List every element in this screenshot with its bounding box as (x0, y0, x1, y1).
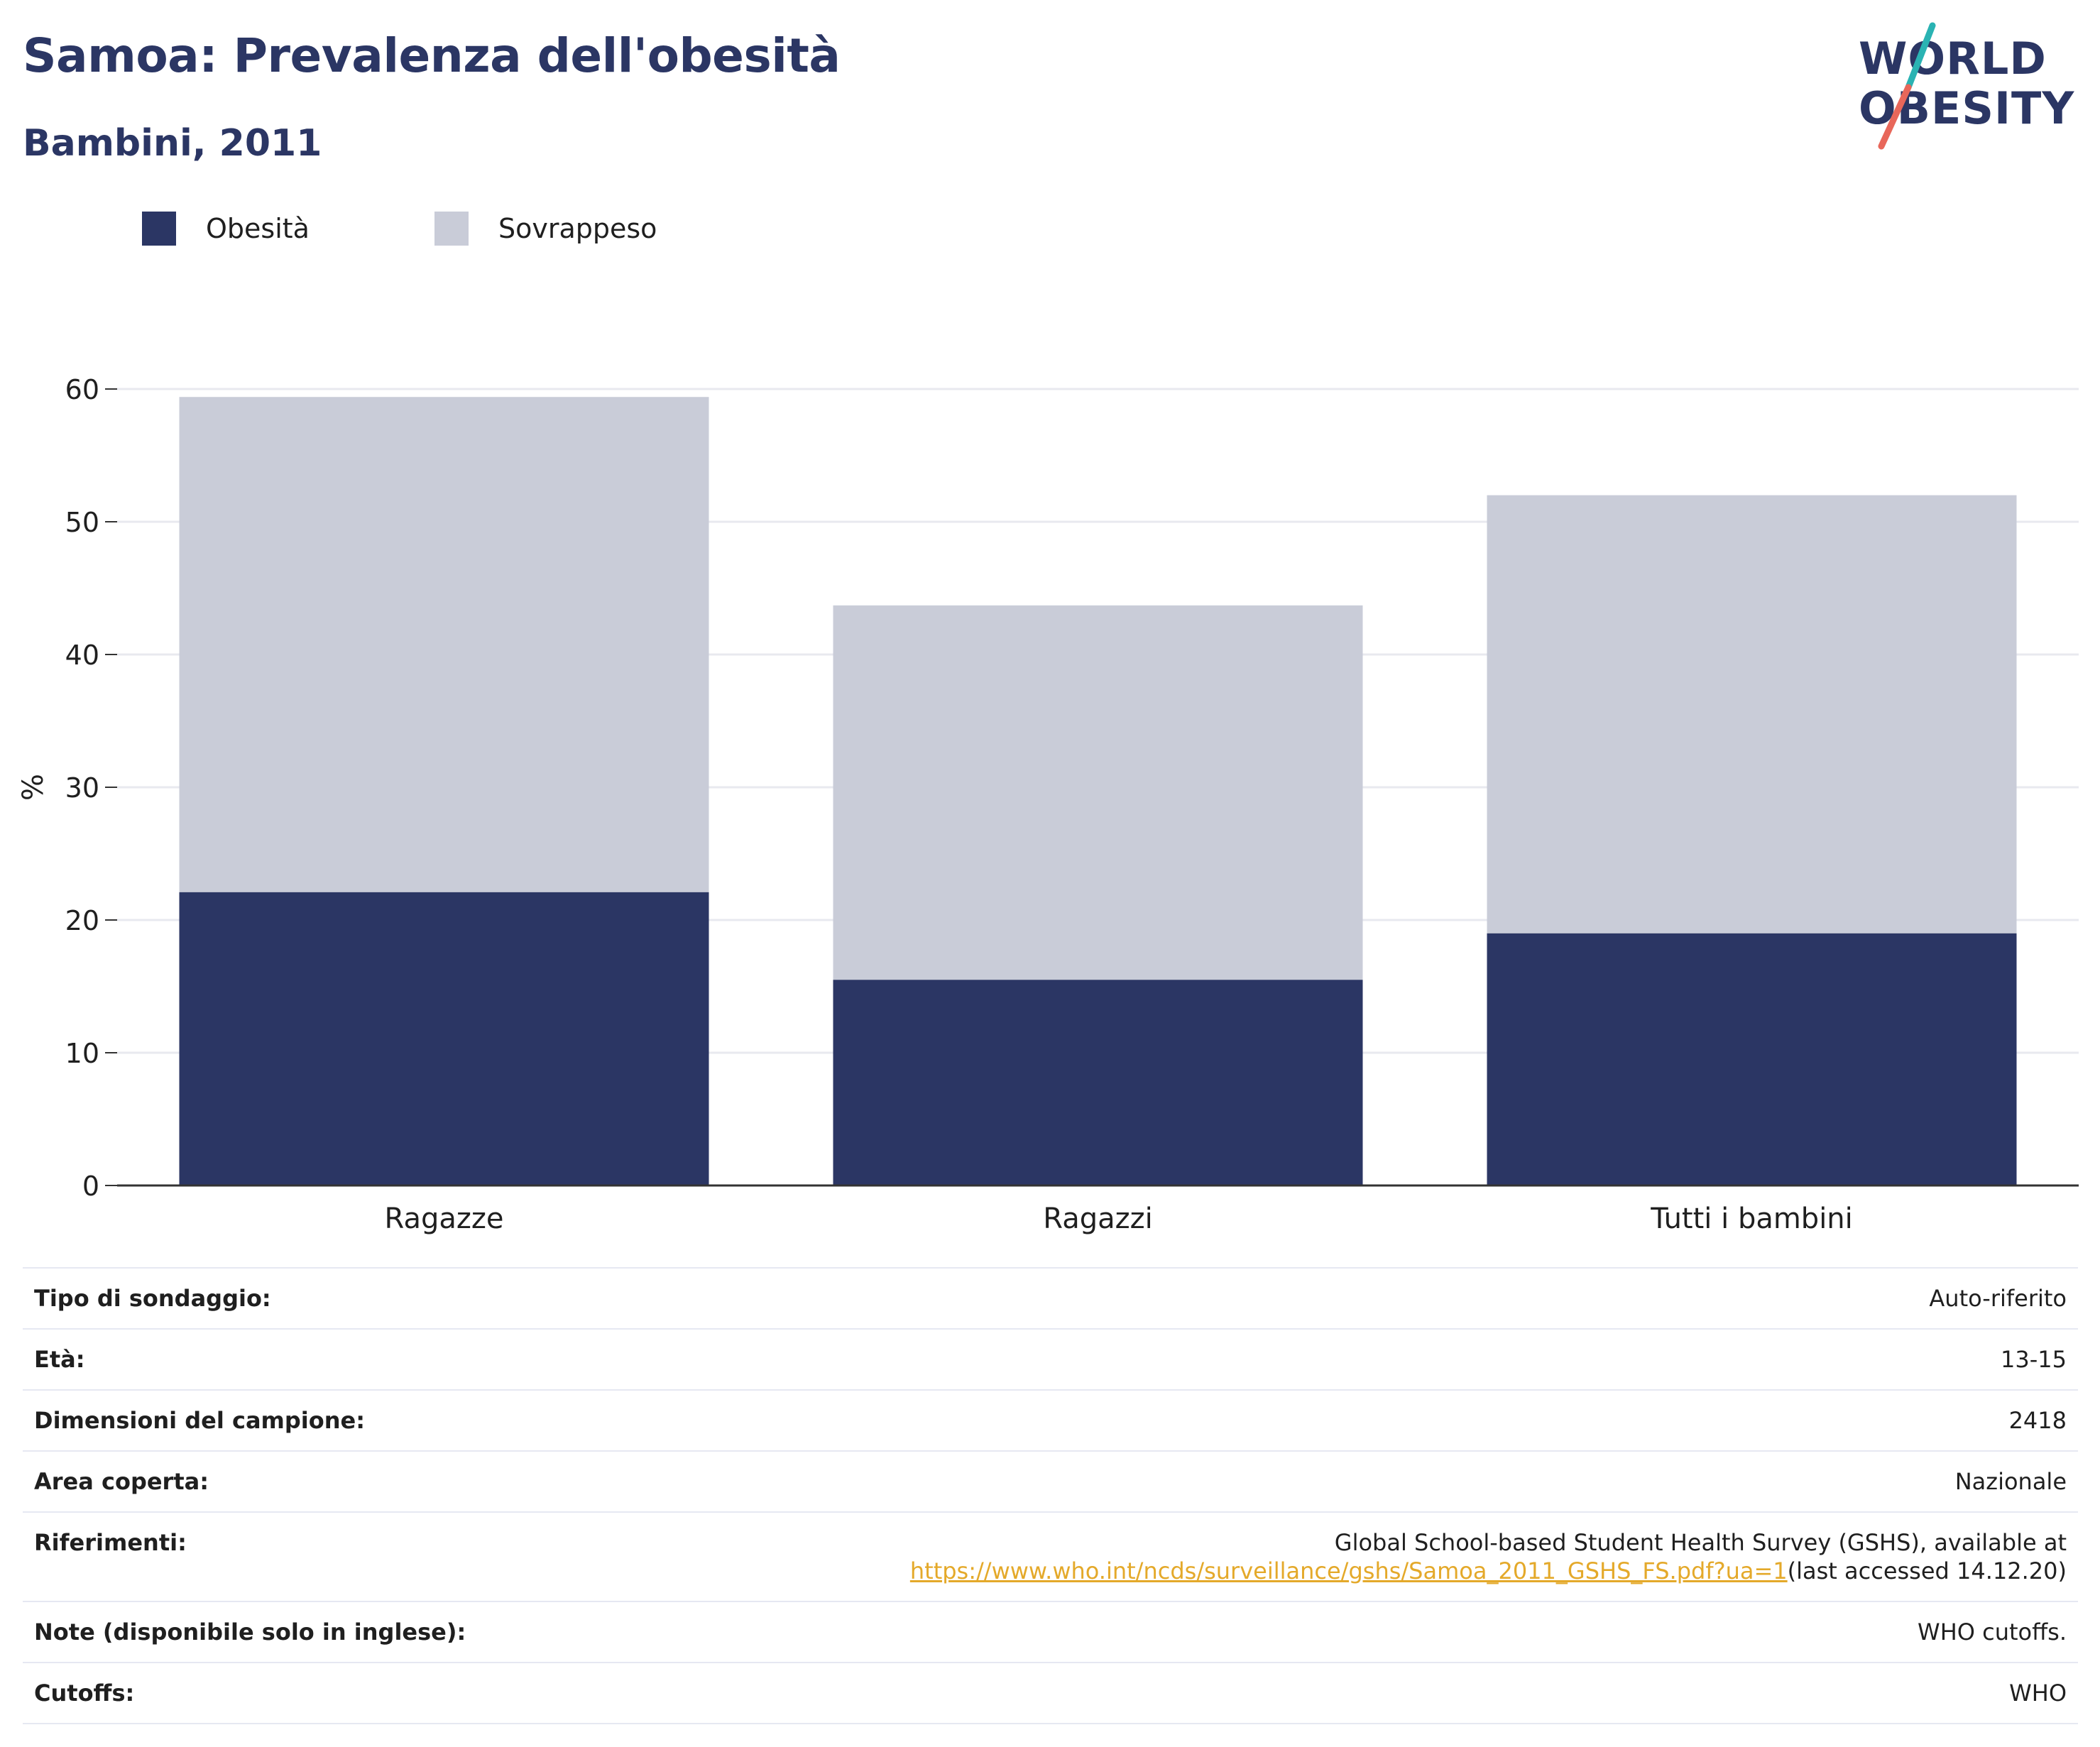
logo-slash-icon (1878, 22, 1936, 150)
detail-value: WHO cutoffs. (845, 1601, 2078, 1663)
world-obesity-logo: WORLD OBESITY (1853, 20, 2087, 155)
logo-text-line1: WORLD (1859, 33, 2047, 84)
x-tick-label: Tutti i bambini (1650, 1203, 1853, 1235)
detail-value: Auto-riferito (845, 1267, 2078, 1330)
y-tick-label: 0 (82, 1171, 99, 1202)
legend-swatch-sovrappeso (434, 212, 469, 246)
bar-obesita-1 (179, 892, 709, 1185)
y-tick-label: 10 (65, 1038, 99, 1069)
chart-title: Samoa: Prevalenza dell'obesità (23, 28, 841, 83)
y-tick-label: 60 (65, 374, 99, 405)
bar-obesita-2 (833, 980, 1363, 1185)
detail-key: Età: (23, 1328, 845, 1391)
references-link[interactable]: https://www.who.int/ncds/surveillance/gs… (909, 1557, 1788, 1584)
stacked-bar-chart: 0 10 20 30 40 50 60% Ragazze Ragazzi Tutti i bamb… (17, 374, 2079, 1235)
table-row: Dimensioni del campione: 2418 (23, 1389, 2078, 1452)
x-tick-label: Ragazzi (1043, 1203, 1152, 1235)
detail-key: Cutoffs: (23, 1662, 845, 1724)
x-tick-label: Ragazze (385, 1203, 504, 1235)
bar-sovrappeso-3 (1487, 495, 2017, 933)
y-tick-label: 20 (65, 905, 99, 936)
detail-value: WHO (845, 1662, 2078, 1724)
bar-sovrappeso-2 (833, 605, 1363, 980)
references-text: Global School-based Student Health Surve… (1334, 1529, 2067, 1556)
y-tick-label: 40 (65, 640, 99, 671)
y-tick-label: 50 (65, 507, 99, 538)
detail-value: 2418 (845, 1389, 2078, 1452)
references-accessed: (last accessed 14.12.20) (1787, 1557, 2067, 1584)
detail-key: Area coperta: (23, 1450, 845, 1513)
table-row: Età: 13-15 (23, 1328, 2078, 1391)
chart-subtitle: Bambini, 2011 (23, 122, 322, 165)
y-tick-label: 30 (65, 772, 99, 804)
detail-key: Dimensioni del campione: (23, 1389, 845, 1452)
detail-value: 13-15 (845, 1328, 2078, 1391)
table-row: Riferimenti: Global School-based Student… (23, 1511, 2078, 1602)
table-row: Cutoffs: WHO (23, 1662, 2078, 1724)
y-axis-label: % (17, 774, 50, 801)
detail-key: Note (disponibile solo in inglese): (23, 1601, 845, 1663)
bar-sovrappeso-1 (179, 397, 709, 892)
table-row: Area coperta: Nazionale (23, 1450, 2078, 1513)
survey-details-table: Tipo di sondaggio: Auto-riferito Età: 13… (23, 1267, 2078, 1724)
detail-value: Nazionale (845, 1450, 2078, 1513)
logo-text-line2: OBESITY (1859, 82, 2075, 134)
detail-value-references: Global School-based Student Health Surve… (845, 1511, 2078, 1602)
table-row: Note (disponibile solo in inglese): WHO … (23, 1601, 2078, 1663)
legend-swatch-obesita (142, 212, 176, 246)
detail-key: Tipo di sondaggio: (23, 1267, 845, 1330)
table-row: Tipo di sondaggio: Auto-riferito (23, 1267, 2078, 1330)
legend-label-obesita: Obesità (206, 213, 310, 244)
legend-label-sovrappeso: Sovrappeso (498, 213, 657, 244)
bar-obesita-3 (1487, 933, 2017, 1185)
detail-key: Riferimenti: (23, 1511, 845, 1602)
